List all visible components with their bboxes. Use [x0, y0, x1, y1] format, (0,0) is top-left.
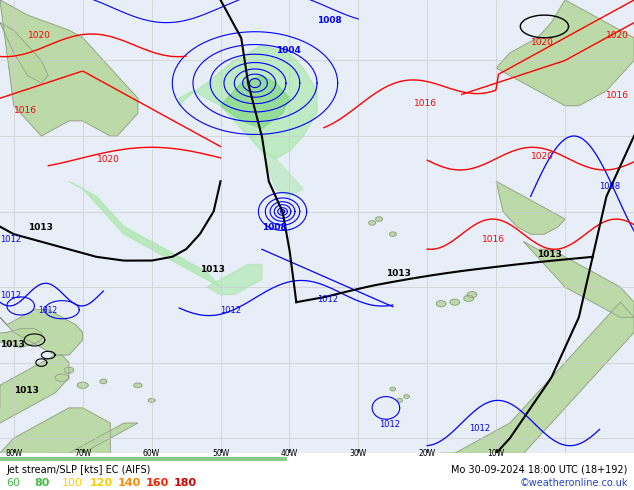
Text: 1013: 1013 [200, 265, 224, 274]
Polygon shape [134, 383, 142, 388]
Polygon shape [436, 301, 446, 307]
Text: 1012: 1012 [0, 292, 21, 300]
Polygon shape [467, 292, 477, 297]
Text: 1020: 1020 [27, 31, 51, 40]
Polygon shape [0, 0, 138, 136]
Text: 10W: 10W [488, 449, 505, 458]
Text: 1012: 1012 [379, 420, 400, 429]
Text: 1013: 1013 [538, 250, 562, 259]
Text: 50W: 50W [212, 449, 229, 458]
Text: 1020: 1020 [531, 38, 553, 48]
Polygon shape [0, 355, 69, 453]
Polygon shape [77, 382, 88, 388]
Polygon shape [55, 374, 69, 382]
Polygon shape [390, 387, 396, 391]
Text: 180: 180 [174, 478, 197, 488]
Text: 40W: 40W [281, 449, 298, 458]
Text: 30W: 30W [350, 449, 367, 458]
Polygon shape [369, 220, 375, 225]
Text: 1012: 1012 [0, 235, 21, 244]
Polygon shape [69, 181, 221, 287]
Text: Jet stream/SLP [kts] EC (AIFS): Jet stream/SLP [kts] EC (AIFS) [6, 465, 151, 475]
Polygon shape [524, 242, 634, 318]
Polygon shape [207, 265, 262, 294]
Polygon shape [441, 302, 634, 453]
Text: 1008: 1008 [317, 16, 342, 24]
Polygon shape [100, 379, 107, 384]
Polygon shape [148, 398, 155, 402]
Text: 1008: 1008 [600, 182, 621, 191]
Text: 1004: 1004 [276, 46, 301, 55]
Text: 1012: 1012 [38, 307, 57, 316]
Text: 1016: 1016 [482, 235, 505, 244]
Text: 1016: 1016 [413, 99, 436, 108]
Text: 20W: 20W [418, 449, 436, 458]
Text: 60: 60 [6, 478, 20, 488]
Polygon shape [0, 329, 41, 347]
Polygon shape [221, 75, 290, 128]
Text: 70W: 70W [74, 449, 91, 458]
Polygon shape [389, 232, 396, 237]
Text: 1012: 1012 [317, 295, 338, 304]
Text: 1013: 1013 [27, 223, 53, 232]
Polygon shape [375, 217, 382, 221]
Polygon shape [450, 299, 460, 305]
Text: 1008: 1008 [262, 223, 287, 232]
Polygon shape [397, 398, 403, 402]
Text: 100: 100 [62, 478, 83, 488]
Text: 140: 140 [118, 478, 141, 488]
Polygon shape [179, 46, 317, 159]
Text: ©weatheronline.co.uk: ©weatheronline.co.uk [519, 478, 628, 488]
Polygon shape [0, 23, 48, 83]
Text: 1013: 1013 [0, 341, 25, 349]
Text: 1016: 1016 [14, 106, 37, 115]
Text: 1020: 1020 [607, 31, 630, 40]
Polygon shape [404, 395, 410, 398]
Text: 1012: 1012 [469, 423, 489, 433]
Polygon shape [0, 408, 110, 453]
Text: 1013: 1013 [386, 269, 411, 278]
Polygon shape [262, 151, 303, 196]
Text: 80: 80 [34, 478, 49, 488]
Text: 60W: 60W [143, 449, 160, 458]
Text: 1020: 1020 [96, 155, 119, 165]
Text: Mo 30-09-2024 18:00 UTC (18+192): Mo 30-09-2024 18:00 UTC (18+192) [451, 465, 628, 475]
Text: 160: 160 [146, 478, 169, 488]
Text: 120: 120 [90, 478, 113, 488]
Text: 1016: 1016 [607, 91, 630, 100]
Polygon shape [55, 423, 138, 453]
Text: 1013: 1013 [14, 386, 39, 395]
Polygon shape [0, 310, 82, 355]
Text: 1012: 1012 [221, 307, 242, 316]
Text: 1020: 1020 [531, 151, 553, 161]
Polygon shape [496, 0, 634, 106]
Polygon shape [64, 367, 74, 373]
Polygon shape [496, 181, 565, 234]
Text: 80W: 80W [5, 449, 22, 458]
Polygon shape [464, 295, 474, 301]
